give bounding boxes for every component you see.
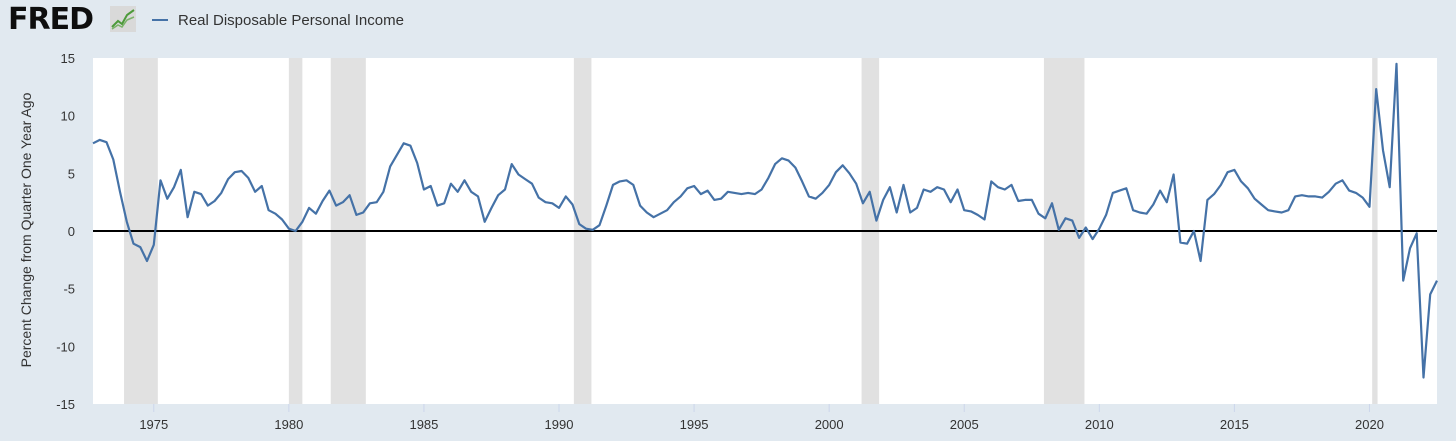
x-tick-label: 1975 (139, 417, 168, 432)
x-tick-label: 1995 (680, 417, 709, 432)
y-tick-label: 5 (68, 166, 75, 181)
fred-logo[interactable]: FRED (8, 2, 94, 37)
y-tick-label: 0 (68, 224, 75, 239)
chart-header: FRED Real Disposable Personal Income (0, 0, 1456, 44)
x-tick-label: 2015 (1220, 417, 1249, 432)
fred-chart-icon (110, 6, 136, 32)
y-tick-label: 10 (61, 109, 75, 124)
y-tick-label: 15 (61, 51, 75, 66)
x-tick-label: 1985 (409, 417, 438, 432)
x-tick-label: 2020 (1355, 417, 1384, 432)
series-line (92, 62, 1438, 379)
legend-label: Real Disposable Personal Income (178, 11, 404, 29)
y-axis-ticks: -15 -10 -5 0 5 10 15 (56, 51, 75, 412)
legend-swatch (152, 19, 168, 21)
y-tick-label: -15 (56, 397, 75, 412)
x-tick-label: 2000 (815, 417, 844, 432)
x-tick-label: 2005 (950, 417, 979, 432)
x-tick-label: 2010 (1085, 417, 1114, 432)
legend[interactable]: Real Disposable Personal Income (152, 9, 404, 31)
y-tick-label: -10 (56, 339, 75, 354)
x-axis-ticks: 1975 1980 1985 1990 1995 2000 2005 2010 2015 2020 (139, 404, 1384, 432)
x-tick-label: 1990 (545, 417, 574, 432)
y-tick-label: -5 (63, 282, 75, 297)
x-tick-label: 1980 (274, 417, 303, 432)
y-axis-title: Percent Change from Quarter One Year Ago (18, 92, 34, 367)
